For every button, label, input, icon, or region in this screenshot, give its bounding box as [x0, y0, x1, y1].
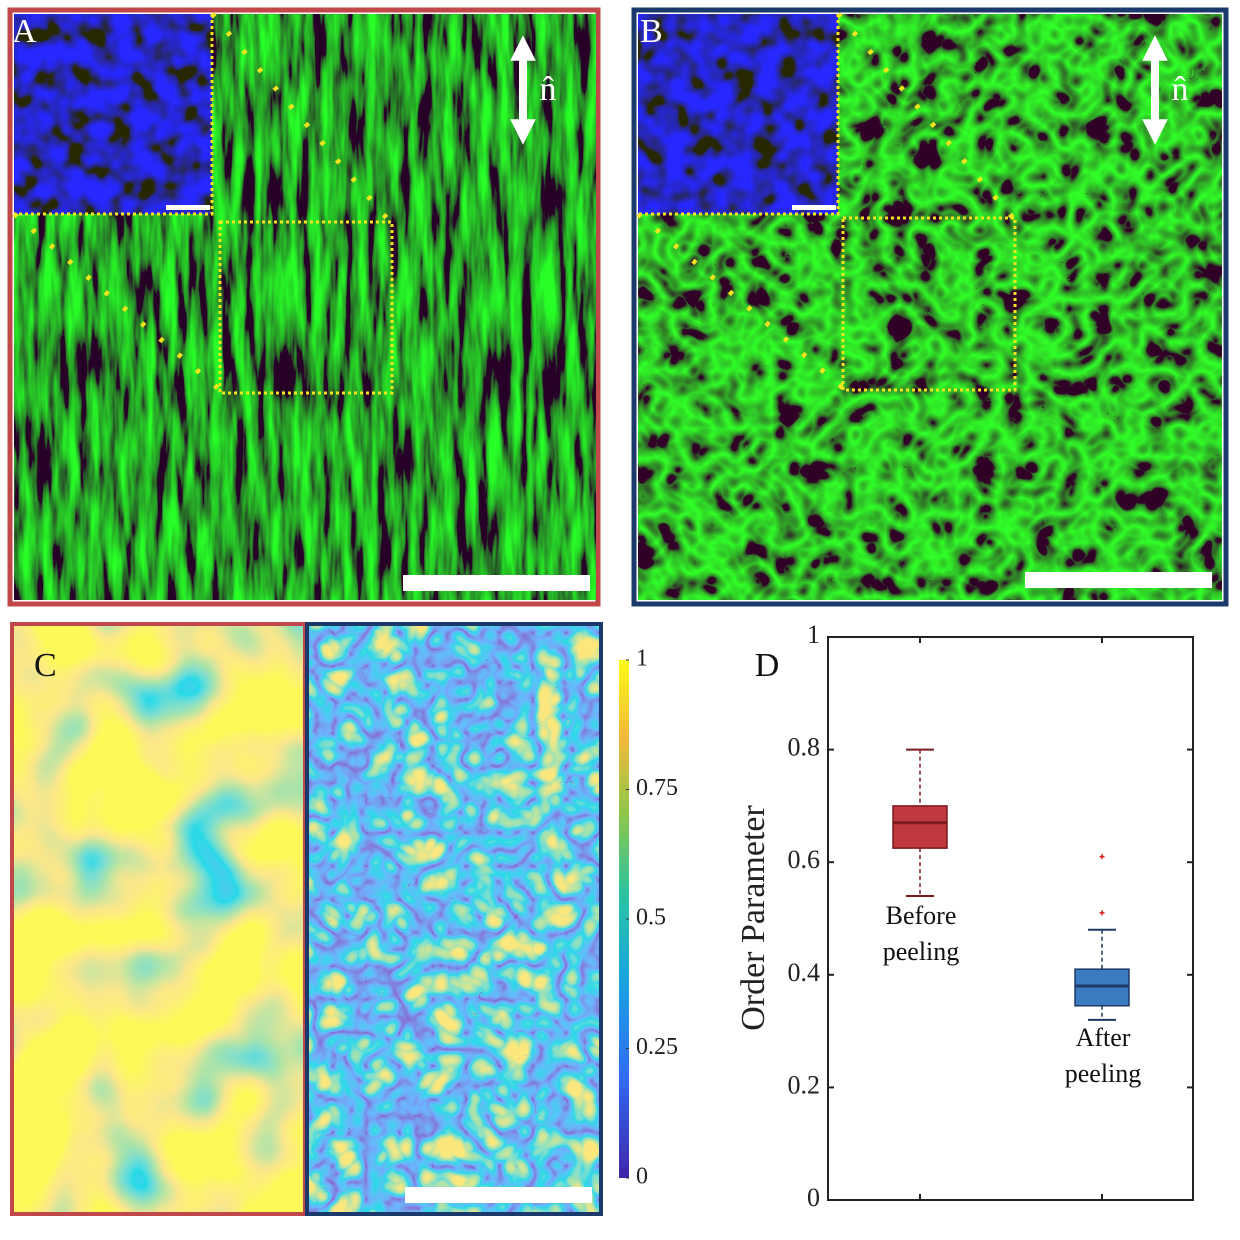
nuclei-inset-a: [14, 14, 212, 214]
colorbar-tick-label: 0: [636, 1164, 648, 1190]
scale-bar: [403, 575, 590, 591]
y-tick-label: 0.2: [788, 1070, 821, 1099]
colorbar-tick-label: 0.5: [636, 905, 666, 931]
panel-label: D: [755, 647, 780, 684]
y-axis-label: Order Parameter: [735, 805, 772, 1031]
colorbar: [619, 660, 629, 1178]
outlier: [1099, 854, 1105, 860]
category-label: Before peeling: [882, 901, 960, 966]
panel-a-border: [7, 7, 601, 607]
panel-label: B: [640, 13, 663, 50]
plot-area: [827, 636, 1194, 1201]
inset-scale-bar: [792, 205, 836, 210]
order-map-after: [308, 626, 600, 1212]
y-tick-label: 0.4: [788, 958, 821, 987]
y-tick-label: 0: [807, 1183, 820, 1212]
colorbar-tick-label: 0.75: [636, 775, 678, 801]
panel-b-border: [631, 7, 1229, 607]
direction-label: n̂: [1172, 71, 1189, 108]
nuclei-inset-b: [638, 14, 838, 214]
zoom-box-a: [14, 14, 394, 395]
category-label: After peeling: [1064, 1023, 1142, 1088]
scale-bar: [405, 1187, 592, 1203]
panel-label: C: [34, 647, 57, 684]
panel-c-right-border: [305, 622, 603, 1216]
zoom-box-b: [638, 14, 1017, 392]
outlier: [1099, 910, 1105, 916]
direction-label: n̂: [540, 71, 557, 108]
scale-bar: [1025, 572, 1212, 588]
order-map-before: [14, 626, 304, 1212]
y-tick-label: 0.6: [788, 845, 821, 874]
y-tick-label: 1: [807, 620, 820, 649]
panel-label: A: [12, 13, 37, 50]
box: [892, 805, 948, 849]
inset-scale-bar: [166, 205, 210, 210]
y-tick-label: 0.8: [788, 733, 821, 762]
colorbar-tick-label: 1: [636, 646, 648, 672]
colorbar-tick-label: 0.25: [636, 1034, 678, 1060]
